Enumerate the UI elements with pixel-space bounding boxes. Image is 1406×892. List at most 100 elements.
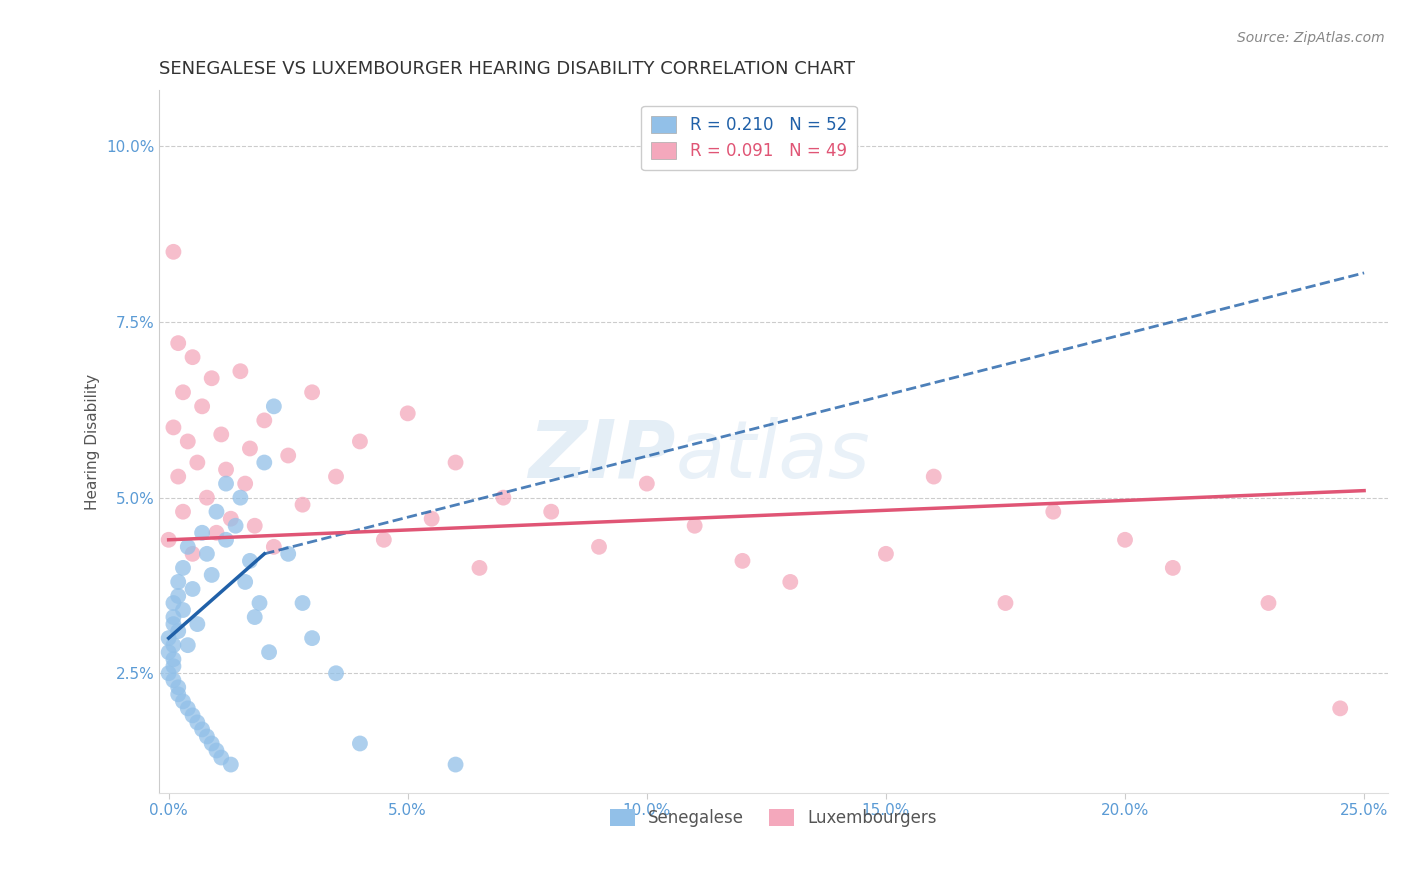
Point <box>444 456 467 470</box>
Point <box>229 364 252 378</box>
Point <box>588 540 610 554</box>
Point <box>181 708 204 723</box>
Point <box>239 442 262 456</box>
Point <box>157 666 180 681</box>
Point <box>167 336 190 351</box>
Point <box>492 491 515 505</box>
Point <box>157 645 180 659</box>
Point <box>731 554 754 568</box>
Point <box>420 512 443 526</box>
Point <box>229 491 252 505</box>
Text: atlas: atlas <box>675 417 870 494</box>
Point <box>181 547 204 561</box>
Point <box>301 631 323 645</box>
Point <box>225 518 247 533</box>
Point <box>779 574 801 589</box>
Point <box>243 518 266 533</box>
Point <box>683 518 706 533</box>
Point <box>162 638 184 652</box>
Point <box>540 505 562 519</box>
Point <box>167 681 190 695</box>
Point <box>195 730 218 744</box>
Point <box>349 434 371 449</box>
Point <box>162 596 184 610</box>
Point <box>162 420 184 434</box>
Point <box>1329 701 1351 715</box>
Point <box>215 476 238 491</box>
Point <box>253 413 276 427</box>
Point <box>243 610 266 624</box>
Point <box>157 631 180 645</box>
Point <box>263 540 285 554</box>
Point <box>195 547 218 561</box>
Point <box>205 525 228 540</box>
Point <box>219 512 242 526</box>
Point <box>172 603 194 617</box>
Point <box>201 371 224 385</box>
Text: ZIP: ZIP <box>527 417 675 494</box>
Point <box>257 645 280 659</box>
Point <box>301 385 323 400</box>
Point <box>157 533 180 547</box>
Y-axis label: Hearing Disability: Hearing Disability <box>86 374 100 509</box>
Point <box>172 385 194 400</box>
Point <box>167 589 190 603</box>
Point <box>291 498 314 512</box>
Point <box>215 533 238 547</box>
Point <box>875 547 897 561</box>
Point <box>162 673 184 688</box>
Point <box>186 715 208 730</box>
Point <box>233 476 256 491</box>
Point <box>167 687 190 701</box>
Point <box>209 750 232 764</box>
Legend: Senegalese, Luxembourgers: Senegalese, Luxembourgers <box>603 802 943 833</box>
Point <box>215 462 238 476</box>
Point <box>1161 561 1184 575</box>
Point <box>181 350 204 364</box>
Point <box>994 596 1017 610</box>
Point <box>201 568 224 582</box>
Point <box>349 737 371 751</box>
Point <box>162 659 184 673</box>
Text: SENEGALESE VS LUXEMBOURGER HEARING DISABILITY CORRELATION CHART: SENEGALESE VS LUXEMBOURGER HEARING DISAB… <box>159 60 855 78</box>
Point <box>162 244 184 259</box>
Point <box>277 449 299 463</box>
Point <box>181 582 204 596</box>
Point <box>205 505 228 519</box>
Point <box>191 400 214 414</box>
Point <box>249 596 271 610</box>
Point <box>277 547 299 561</box>
Point <box>325 666 347 681</box>
Point <box>162 610 184 624</box>
Point <box>1114 533 1136 547</box>
Point <box>219 757 242 772</box>
Point <box>1042 505 1064 519</box>
Point <box>205 743 228 757</box>
Point <box>201 737 224 751</box>
Point <box>291 596 314 610</box>
Point <box>233 574 256 589</box>
Point <box>325 469 347 483</box>
Point <box>396 406 419 420</box>
Point <box>177 638 200 652</box>
Point <box>239 554 262 568</box>
Point <box>1257 596 1279 610</box>
Point <box>172 561 194 575</box>
Point <box>177 434 200 449</box>
Point <box>172 505 194 519</box>
Point <box>186 456 208 470</box>
Point <box>209 427 232 442</box>
Point <box>167 624 190 639</box>
Point <box>922 469 945 483</box>
Point <box>162 652 184 666</box>
Point <box>167 469 190 483</box>
Point <box>177 540 200 554</box>
Point <box>167 574 190 589</box>
Text: Source: ZipAtlas.com: Source: ZipAtlas.com <box>1237 31 1385 45</box>
Point <box>373 533 395 547</box>
Point <box>263 400 285 414</box>
Point <box>195 491 218 505</box>
Point <box>636 476 658 491</box>
Point <box>191 723 214 737</box>
Point <box>444 757 467 772</box>
